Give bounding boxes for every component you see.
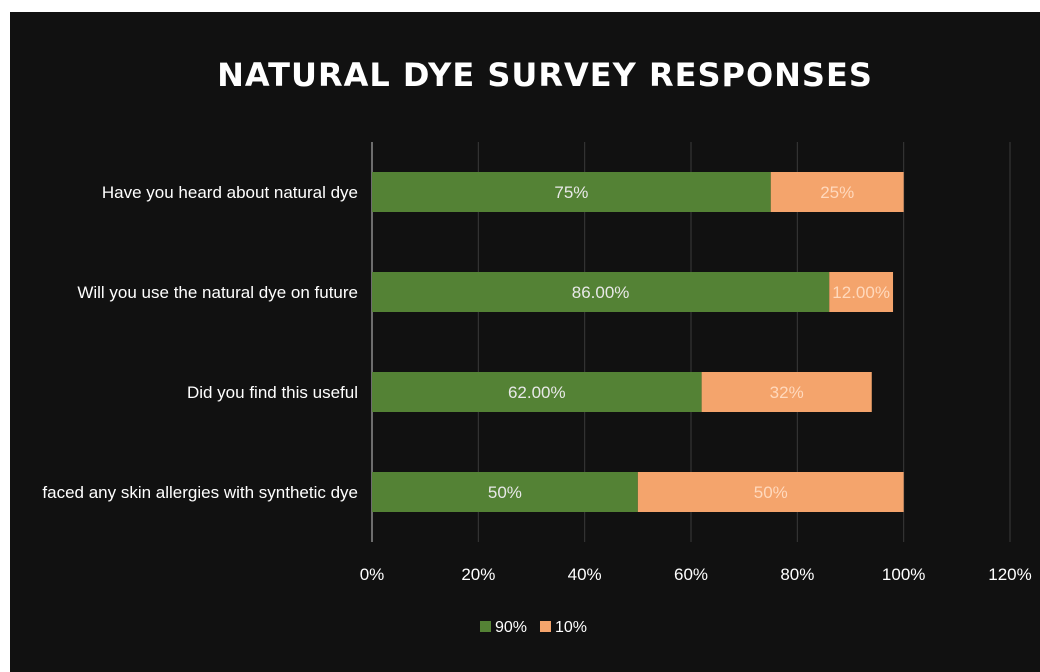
- x-tick-label: 100%: [882, 565, 925, 584]
- data-label: 12.00%: [832, 283, 890, 302]
- bar-segment: [372, 172, 771, 212]
- x-axis-ticks: 0% 20% 40% 60% 80% 100% 120%: [360, 565, 1032, 584]
- legend: 90% 10%: [480, 619, 587, 636]
- bar-segment: [637, 472, 904, 512]
- legend-label: 90%: [495, 619, 527, 636]
- category-label: Have you heard about natural dye: [102, 183, 358, 202]
- data-labels: 75% 25% 86.00% 12.00% 62.00% 32% 50% 50%: [488, 183, 890, 502]
- x-tick-label: 120%: [988, 565, 1031, 584]
- bars: [372, 172, 904, 512]
- data-label: 32%: [770, 383, 804, 402]
- x-tick-label: 20%: [461, 565, 495, 584]
- x-tick-label: 0%: [360, 565, 385, 584]
- category-label: Did you find this useful: [187, 383, 358, 402]
- bar-segment: [372, 472, 638, 512]
- legend-swatch: [480, 621, 491, 632]
- bar-segment: [701, 372, 872, 412]
- data-label: 25%: [820, 183, 854, 202]
- bar-chart: NATURAL DYE SURVEY RESPONSES 75% 25% 86.00…: [42, 56, 1032, 636]
- category-label: faced any skin allergies with synthetic …: [42, 483, 358, 502]
- category-labels: Have you heard about natural dye Will you…: [42, 183, 358, 502]
- x-tick-label: 60%: [674, 565, 708, 584]
- chart-title: NATURAL DYE SURVEY RESPONSES: [217, 56, 873, 94]
- data-label: 62.00%: [508, 383, 566, 402]
- bar-segment: [770, 172, 904, 212]
- legend-label: 10%: [555, 619, 587, 636]
- category-label: Will you use the natural dye on future: [77, 283, 358, 302]
- bar-segment: [829, 272, 894, 312]
- bar-segment: [372, 372, 702, 412]
- data-label: 50%: [754, 483, 788, 502]
- bar-segment: [372, 272, 830, 312]
- x-tick-label: 40%: [568, 565, 602, 584]
- x-tick-label: 80%: [780, 565, 814, 584]
- data-label: 86.00%: [572, 283, 630, 302]
- legend-swatch: [540, 621, 551, 632]
- data-label: 50%: [488, 483, 522, 502]
- data-label: 75%: [554, 183, 588, 202]
- chart-panel: NATURAL DYE SURVEY RESPONSES 75% 25% 86.00…: [10, 12, 1040, 672]
